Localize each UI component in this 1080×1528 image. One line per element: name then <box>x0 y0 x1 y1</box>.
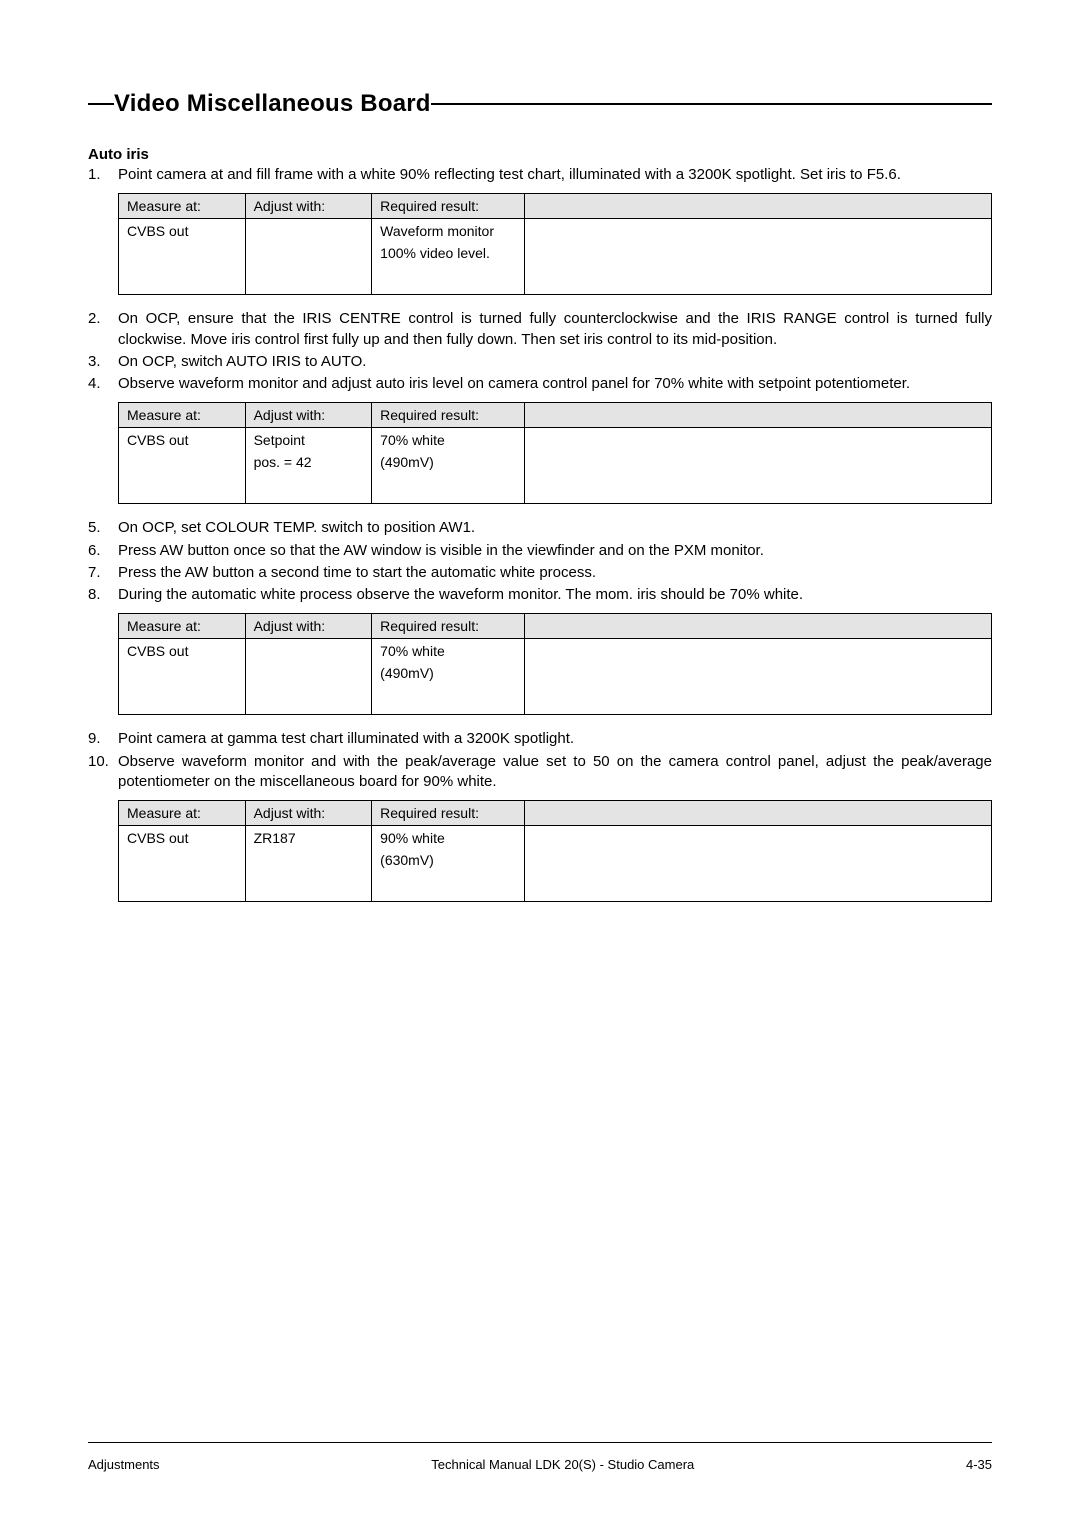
table-cell-line: (490mV) <box>380 454 516 470</box>
step-number: 5. <box>88 518 118 538</box>
table-header: Measure at: <box>119 403 246 428</box>
step-number: 7. <box>88 563 118 583</box>
table-cell-line: (630mV) <box>380 852 516 868</box>
step-number: 8. <box>88 585 118 605</box>
table-cell: CVBS out <box>119 219 246 295</box>
step-text: On OCP, set COLOUR TEMP. switch to posit… <box>118 518 992 538</box>
table-header: Measure at: <box>119 801 246 826</box>
footer-center: Technical Manual LDK 20(S) - Studio Came… <box>431 1457 694 1472</box>
table-cell-line: Setpoint <box>254 432 364 448</box>
step-text: Observe waveform monitor and adjust auto… <box>118 374 992 394</box>
step-number: 2. <box>88 309 118 350</box>
table-cell: ZR187 <box>245 826 372 902</box>
step-text: During the automatic white process obser… <box>118 585 992 605</box>
table-cell-line: 100% video level. <box>380 245 516 261</box>
table-4: Measure at: Adjust with: Required result… <box>118 800 992 902</box>
table-cell: 70% white (490mV) <box>372 428 525 504</box>
step-7: 7. Press the AW button a second time to … <box>88 563 992 583</box>
section-title-wrap: Video Miscellaneous Board <box>88 90 992 118</box>
table-2: Measure at: Adjust with: Required result… <box>118 402 992 504</box>
table-cell <box>245 219 372 295</box>
table-header: Adjust with: <box>245 614 372 639</box>
table-1-wrap: Measure at: Adjust with: Required result… <box>88 193 992 295</box>
step-number: 10. <box>88 752 118 793</box>
table-cell: CVBS out <box>119 826 246 902</box>
title-rule-left <box>88 103 114 105</box>
table-1: Measure at: Adjust with: Required result… <box>118 193 992 295</box>
table-cell-empty <box>524 219 991 295</box>
step-number: 4. <box>88 374 118 394</box>
step-6: 6. Press AW button once so that the AW w… <box>88 541 992 561</box>
table-cell: 90% white (630mV) <box>372 826 525 902</box>
step-text: Point camera at and fill frame with a wh… <box>118 165 992 185</box>
step-text: On OCP, switch AUTO IRIS to AUTO. <box>118 352 992 372</box>
table-cell-line: (490mV) <box>380 665 516 681</box>
footer-right: 4-35 <box>966 1457 992 1472</box>
table-header: Measure at: <box>119 614 246 639</box>
table-cell-line: pos. = 42 <box>254 454 364 470</box>
table-cell-empty <box>524 639 991 715</box>
step-number: 1. <box>88 165 118 185</box>
table-cell-line: 90% white <box>380 830 516 846</box>
step-text: Observe waveform monitor and with the pe… <box>118 752 992 793</box>
table-cell-line: 70% white <box>380 643 516 659</box>
step-3: 3. On OCP, switch AUTO IRIS to AUTO. <box>88 352 992 372</box>
step-number: 9. <box>88 729 118 749</box>
table-header: Required result: <box>372 403 525 428</box>
table-4-wrap: Measure at: Adjust with: Required result… <box>88 800 992 902</box>
table-cell-line: Waveform monitor <box>380 223 516 239</box>
step-8: 8. During the automatic white process ob… <box>88 585 992 605</box>
table-cell: CVBS out <box>119 428 246 504</box>
table-cell: Waveform monitor 100% video level. <box>372 219 525 295</box>
table-3-wrap: Measure at: Adjust with: Required result… <box>88 613 992 715</box>
table-header: Adjust with: <box>245 194 372 219</box>
step-4: 4. Observe waveform monitor and adjust a… <box>88 374 992 394</box>
table-header: Required result: <box>372 614 525 639</box>
table-3: Measure at: Adjust with: Required result… <box>118 613 992 715</box>
table-header: Adjust with: <box>245 403 372 428</box>
step-text: Point camera at gamma test chart illumin… <box>118 729 992 749</box>
table-cell-empty <box>524 428 991 504</box>
table-header: Required result: <box>372 801 525 826</box>
step-9: 9. Point camera at gamma test chart illu… <box>88 729 992 749</box>
section-title: Video Miscellaneous Board <box>114 90 431 118</box>
table-cell <box>245 639 372 715</box>
table-header: Required result: <box>372 194 525 219</box>
table-header-empty <box>524 614 991 639</box>
step-number: 3. <box>88 352 118 372</box>
table-cell: CVBS out <box>119 639 246 715</box>
table-cell: 70% white (490mV) <box>372 639 525 715</box>
footer-left: Adjustments <box>88 1457 160 1472</box>
table-cell-empty <box>524 826 991 902</box>
step-text: Press the AW button a second time to sta… <box>118 563 992 583</box>
step-number: 6. <box>88 541 118 561</box>
step-10: 10. Observe waveform monitor and with th… <box>88 752 992 793</box>
step-text: Press AW button once so that the AW wind… <box>118 541 992 561</box>
table-cell-line: 70% white <box>380 432 516 448</box>
footer: Adjustments Technical Manual LDK 20(S) -… <box>88 1442 992 1472</box>
table-header-empty <box>524 403 991 428</box>
table-header: Adjust with: <box>245 801 372 826</box>
step-5: 5. On OCP, set COLOUR TEMP. switch to po… <box>88 518 992 538</box>
table-cell: Setpoint pos. = 42 <box>245 428 372 504</box>
table-header-empty <box>524 801 991 826</box>
title-rule-right <box>431 103 992 105</box>
subheading-auto-iris: Auto iris <box>88 146 992 163</box>
step-2: 2. On OCP, ensure that the IRIS CENTRE c… <box>88 309 992 350</box>
step-text: On OCP, ensure that the IRIS CENTRE cont… <box>118 309 992 350</box>
step-1: 1. Point camera at and fill frame with a… <box>88 165 992 185</box>
table-header-empty <box>524 194 991 219</box>
table-header: Measure at: <box>119 194 246 219</box>
table-2-wrap: Measure at: Adjust with: Required result… <box>88 402 992 504</box>
